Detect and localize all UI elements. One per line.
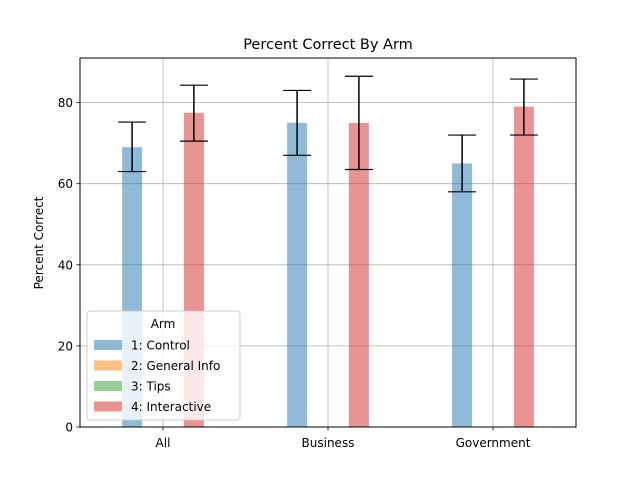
legend-swatch	[94, 360, 122, 371]
legend-frame	[86, 310, 241, 421]
y-tick-label: 80	[58, 96, 73, 110]
y-axis-label: Percent Correct	[32, 196, 46, 289]
x-tick-label: All	[156, 436, 171, 450]
bar	[287, 122, 308, 427]
legend-swatch	[94, 340, 122, 350]
legend-title: Arm	[151, 317, 176, 331]
y-tick-label: 20	[58, 339, 73, 353]
legend-swatch	[94, 401, 122, 412]
legend-label: 1: Control	[131, 339, 190, 353]
legend-swatch	[94, 381, 122, 391]
legend-items: 1: Control 2: General Info 3: Tips 4: Inter…	[94, 339, 220, 414]
bar	[513, 106, 534, 428]
bar	[452, 163, 473, 427]
x-tick-label: Business	[302, 436, 355, 450]
x-tick-label: Government	[456, 436, 531, 450]
legend-label: 3: Tips	[131, 380, 171, 394]
legend-label: 2: General Info	[131, 359, 220, 373]
y-tick-label: 60	[58, 177, 73, 191]
error-bar-layer	[118, 75, 538, 193]
legend: Arm 1: Control 2: General Info 3: Tips 4: I…	[86, 310, 241, 421]
y-tick-label: 0	[65, 421, 73, 435]
bar	[348, 122, 369, 427]
tick-layer: 0 20 40 60 80 All Business Government	[58, 96, 531, 450]
chart-title: Percent Correct By Arm	[243, 37, 413, 53]
legend-label: 4: Interactive	[131, 400, 211, 414]
y-tick-label: 40	[58, 258, 73, 272]
